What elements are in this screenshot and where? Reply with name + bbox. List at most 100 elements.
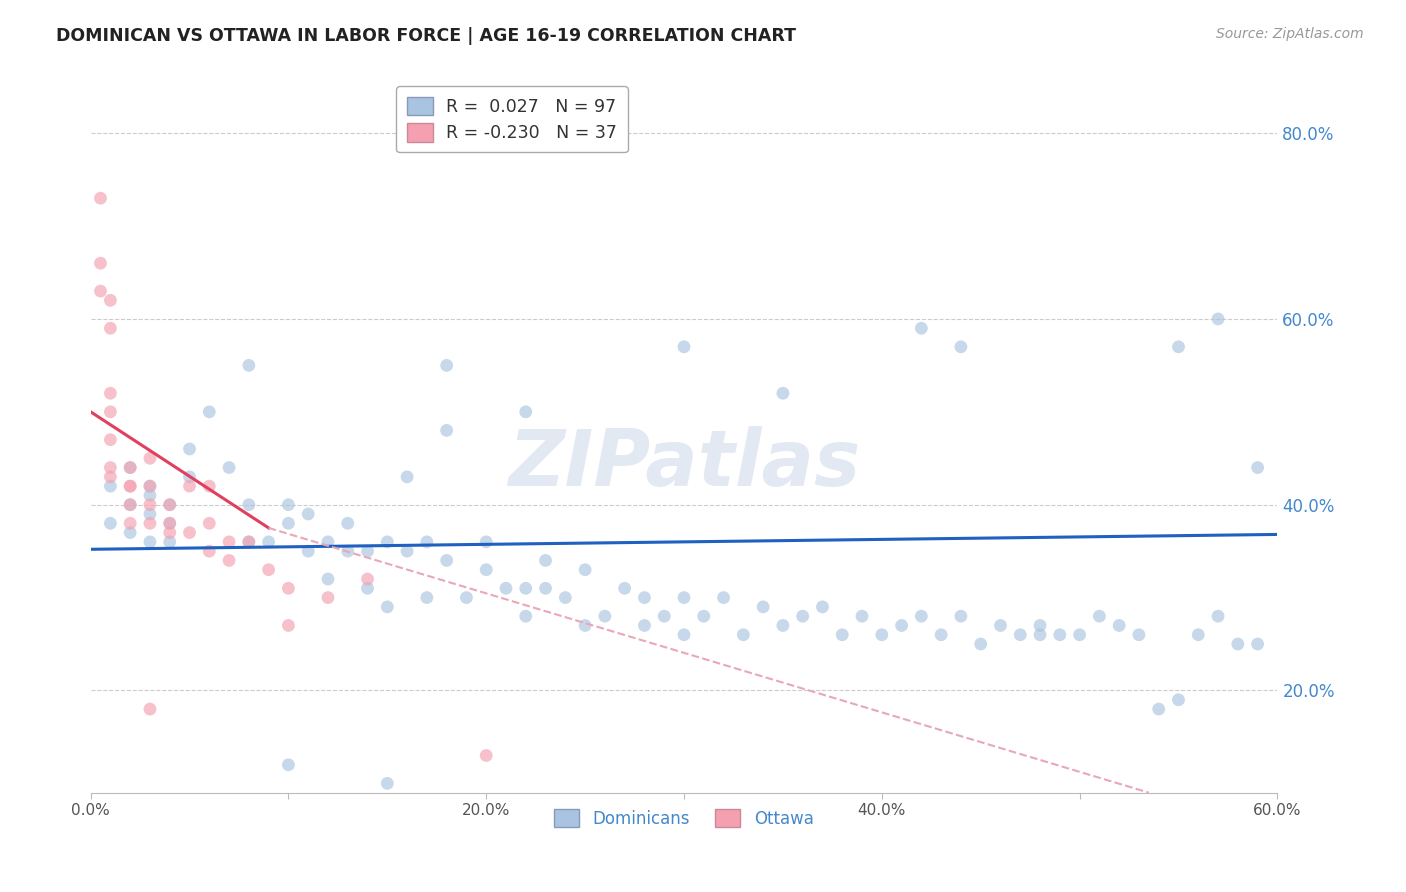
Text: Source: ZipAtlas.com: Source: ZipAtlas.com: [1216, 27, 1364, 41]
Point: [277, 618, 299, 632]
Point: [396, 544, 419, 558]
Point: [159, 534, 181, 549]
Point: [554, 591, 576, 605]
Point: [475, 534, 498, 549]
Point: [475, 748, 498, 763]
Point: [929, 628, 952, 642]
Point: [100, 433, 122, 447]
Point: [159, 498, 181, 512]
Point: [1049, 628, 1071, 642]
Point: [356, 544, 378, 558]
Point: [515, 582, 537, 596]
Point: [890, 618, 912, 632]
Point: [990, 618, 1012, 632]
Point: [475, 563, 498, 577]
Point: [100, 516, 122, 531]
Point: [1246, 637, 1268, 651]
Point: [159, 516, 181, 531]
Point: [139, 516, 162, 531]
Point: [139, 702, 162, 716]
Point: [297, 507, 319, 521]
Point: [257, 534, 280, 549]
Point: [1108, 618, 1130, 632]
Point: [257, 563, 280, 577]
Point: [949, 609, 972, 624]
Point: [672, 628, 695, 642]
Point: [277, 516, 299, 531]
Point: [811, 599, 834, 614]
Point: [416, 591, 439, 605]
Point: [970, 637, 993, 651]
Point: [198, 405, 221, 419]
Point: [672, 340, 695, 354]
Point: [1167, 340, 1189, 354]
Point: [120, 516, 142, 531]
Point: [515, 405, 537, 419]
Point: [375, 776, 398, 790]
Point: [1167, 692, 1189, 706]
Point: [1128, 628, 1150, 642]
Text: DOMINICAN VS OTTAWA IN LABOR FORCE | AGE 16-19 CORRELATION CHART: DOMINICAN VS OTTAWA IN LABOR FORCE | AGE…: [56, 27, 796, 45]
Point: [89, 191, 111, 205]
Point: [1088, 609, 1111, 624]
Point: [436, 553, 458, 567]
Point: [375, 599, 398, 614]
Point: [120, 460, 142, 475]
Point: [100, 460, 122, 475]
Point: [910, 609, 932, 624]
Point: [1206, 312, 1229, 326]
Point: [713, 591, 735, 605]
Point: [198, 479, 221, 493]
Point: [436, 424, 458, 438]
Point: [772, 618, 794, 632]
Point: [198, 544, 221, 558]
Point: [139, 488, 162, 502]
Point: [534, 553, 557, 567]
Point: [792, 609, 814, 624]
Point: [89, 284, 111, 298]
Point: [120, 460, 142, 475]
Point: [179, 525, 201, 540]
Point: [1187, 628, 1209, 642]
Point: [159, 525, 181, 540]
Point: [910, 321, 932, 335]
Point: [396, 470, 419, 484]
Point: [733, 628, 755, 642]
Point: [238, 498, 260, 512]
Point: [752, 599, 775, 614]
Point: [1069, 628, 1091, 642]
Point: [672, 591, 695, 605]
Point: [356, 582, 378, 596]
Point: [179, 479, 201, 493]
Point: [198, 516, 221, 531]
Point: [851, 609, 873, 624]
Point: [515, 609, 537, 624]
Point: [218, 460, 240, 475]
Point: [613, 582, 636, 596]
Point: [316, 572, 339, 586]
Point: [238, 534, 260, 549]
Point: [1147, 702, 1170, 716]
Point: [336, 516, 359, 531]
Point: [336, 544, 359, 558]
Point: [139, 507, 162, 521]
Point: [159, 516, 181, 531]
Point: [633, 618, 655, 632]
Point: [218, 534, 240, 549]
Point: [120, 525, 142, 540]
Point: [316, 591, 339, 605]
Point: [139, 498, 162, 512]
Point: [238, 359, 260, 373]
Point: [870, 628, 893, 642]
Point: [772, 386, 794, 401]
Point: [1206, 609, 1229, 624]
Point: [416, 534, 439, 549]
Point: [593, 609, 616, 624]
Point: [375, 534, 398, 549]
Point: [277, 757, 299, 772]
Point: [159, 498, 181, 512]
Point: [120, 498, 142, 512]
Point: [120, 498, 142, 512]
Point: [89, 256, 111, 270]
Point: [120, 479, 142, 493]
